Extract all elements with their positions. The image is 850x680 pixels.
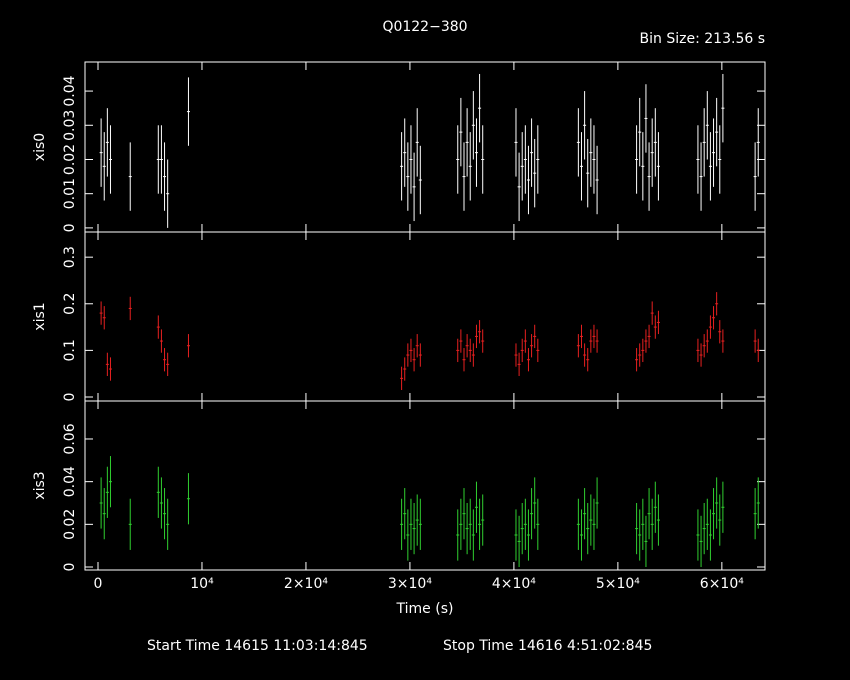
y-tick-label: 0.04: [62, 466, 78, 497]
y-tick-label: 0: [62, 393, 78, 402]
series: [99, 292, 760, 391]
y-axis-label: xis0: [32, 133, 48, 161]
stop-time: Stop Time 14616 4:51:02:845: [443, 638, 652, 654]
x-tick-label: 4×10⁴: [492, 576, 536, 592]
y-tick-label: 0.1: [62, 339, 78, 361]
y-tick-label: 0: [62, 223, 78, 232]
x-tick-label: 2×10⁴: [284, 576, 328, 592]
x-tick-label: 3×10⁴: [388, 576, 432, 592]
panel-frame: [84, 61, 766, 233]
y-tick-label: 0.02: [62, 144, 78, 175]
y-axis-label: xis1: [32, 302, 48, 330]
x-tick-label: 10⁴: [190, 576, 214, 592]
y-tick-label: 0.06: [62, 423, 78, 454]
y-tick-label: 0.04: [62, 75, 78, 106]
y-tick-label: 0.3: [62, 246, 78, 268]
series: [99, 456, 760, 568]
y-tick-label: 0.01: [62, 178, 78, 209]
start-time: Start Time 14615 11:03:14:845: [147, 638, 368, 654]
x-axis-label: Time (s): [396, 601, 454, 617]
y-tick-label: 0.02: [62, 509, 78, 540]
panel-frame: [84, 231, 766, 402]
series: [99, 73, 760, 228]
bin-size: Bin Size: 213.56 s: [640, 31, 765, 47]
x-tick-label: 6×10⁴: [700, 576, 744, 592]
y-tick-label: 0: [62, 563, 78, 572]
x-tick-label: 0: [94, 576, 103, 592]
y-tick-label: 0.03: [62, 110, 78, 141]
panel-frame: [84, 400, 766, 571]
y-tick-label: 0.2: [62, 293, 78, 315]
y-axis-label: xis3: [32, 471, 48, 499]
chart-title: Q0122−380: [382, 19, 467, 35]
x-tick-label: 5×10⁴: [596, 576, 640, 592]
